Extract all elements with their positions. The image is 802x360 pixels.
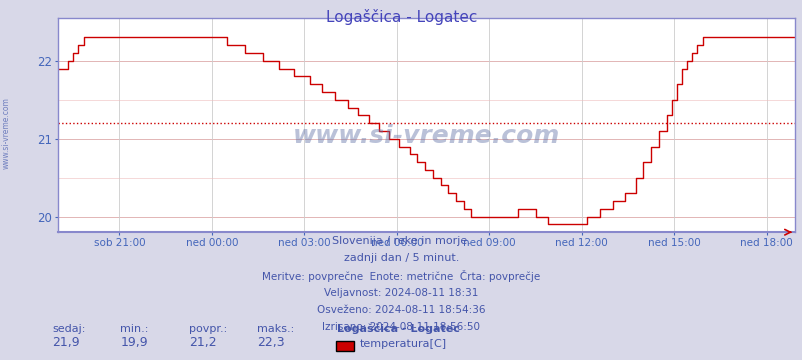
- Text: 21,2: 21,2: [188, 336, 216, 349]
- Text: Meritve: povprečne  Enote: metrične  Črta: povprečje: Meritve: povprečne Enote: metrične Črta:…: [262, 270, 540, 282]
- Text: Logaščica - Logatec: Logaščica - Logatec: [337, 324, 460, 334]
- Text: 19,9: 19,9: [120, 336, 148, 349]
- Text: 21,9: 21,9: [52, 336, 79, 349]
- Text: min.:: min.:: [120, 324, 148, 334]
- Text: 22,3: 22,3: [257, 336, 284, 349]
- Text: www.si-vreme.com: www.si-vreme.com: [2, 97, 11, 169]
- Text: zadnji dan / 5 minut.: zadnji dan / 5 minut.: [343, 253, 459, 263]
- Text: temperatura[C]: temperatura[C]: [359, 339, 446, 349]
- Text: Logaščica - Logatec: Logaščica - Logatec: [326, 9, 476, 25]
- Text: www.si-vreme.com: www.si-vreme.com: [293, 124, 559, 148]
- Text: Osveženo: 2024-08-11 18:54:36: Osveženo: 2024-08-11 18:54:36: [317, 305, 485, 315]
- Text: povpr.:: povpr.:: [188, 324, 227, 334]
- Text: Izrisano: 2024-08-11 18:56:50: Izrisano: 2024-08-11 18:56:50: [322, 322, 480, 332]
- Text: maks.:: maks.:: [257, 324, 294, 334]
- Text: sedaj:: sedaj:: [52, 324, 86, 334]
- Text: Slovenija / reke in morje.: Slovenija / reke in morje.: [332, 236, 470, 246]
- Text: Veljavnost: 2024-08-11 18:31: Veljavnost: 2024-08-11 18:31: [324, 288, 478, 298]
